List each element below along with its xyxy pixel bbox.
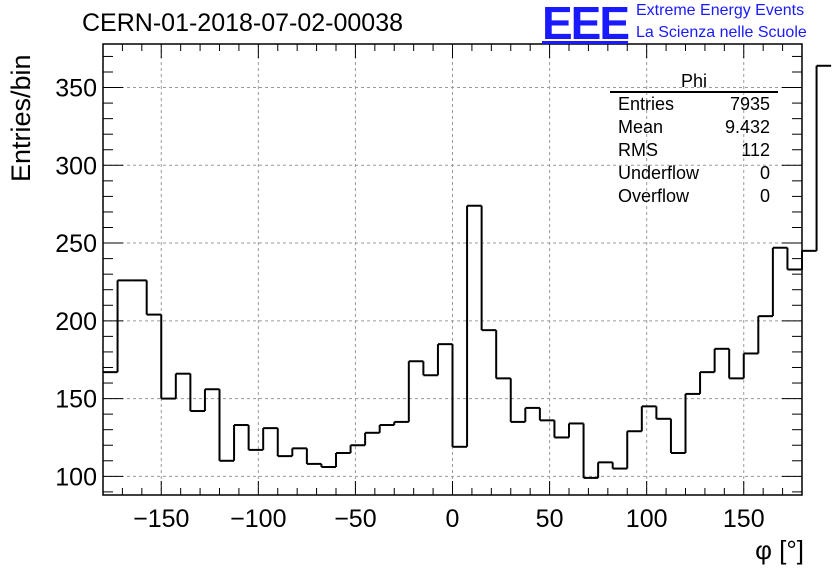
stats-row-mean: Mean 9.432 xyxy=(610,116,778,139)
stats-value: 7935 xyxy=(729,94,770,114)
eee-logo: EEE xyxy=(542,0,630,49)
stats-row-overflow: Overflow 0 xyxy=(610,185,778,208)
stats-row-rms: RMS 112 xyxy=(610,139,778,162)
stats-row-underflow: Underflow 0 xyxy=(610,162,778,185)
logo-subtitle-line2: La Scienza nelle Scuole xyxy=(636,24,807,41)
stats-label: Overflow xyxy=(618,186,690,206)
stats-value: 9.432 xyxy=(724,117,770,137)
x-tick-label: −50 xyxy=(334,505,376,533)
y-tick-label: 300 xyxy=(55,152,97,180)
histogram-series xyxy=(103,64,832,479)
x-tick-label: −150 xyxy=(133,505,189,533)
stats-label: Mean xyxy=(618,117,664,137)
y-axis-label: Entries/bin xyxy=(6,54,36,182)
stats-label: Entries xyxy=(618,94,675,114)
logo-subtitle-line1: Extreme Energy Events xyxy=(636,2,805,19)
stats-value: 0 xyxy=(759,163,770,183)
y-tick-label: 150 xyxy=(55,386,97,414)
x-tick-label: 50 xyxy=(536,505,564,533)
y-tick-label: 250 xyxy=(55,230,97,258)
run-title: CERN-01-2018-07-02-00038 xyxy=(82,9,404,37)
stats-row-entries: Entries 7935 xyxy=(610,93,778,116)
stats-label: RMS xyxy=(618,140,658,160)
x-tick-label: 0 xyxy=(446,505,460,533)
y-tick-label: 200 xyxy=(55,308,97,336)
tick-marks xyxy=(103,44,802,495)
x-tick-label: −100 xyxy=(230,505,286,533)
stats-title: Phi xyxy=(610,70,778,93)
x-tick-label: 150 xyxy=(723,505,765,533)
stats-value: 112 xyxy=(741,140,770,160)
stats-value: 0 xyxy=(759,186,770,206)
y-tick-label: 100 xyxy=(55,463,97,491)
stats-box: Phi Entries 7935 Mean 9.432 RMS 112 Unde… xyxy=(610,70,778,208)
x-tick-label: 100 xyxy=(626,505,668,533)
x-axis-label: φ [°] xyxy=(755,535,804,565)
tick-labels: −150 −100 −50 0 50 100 150 100 150 200 250 300 350 xyxy=(55,75,764,533)
y-tick-label: 350 xyxy=(55,75,97,103)
stats-label: Underflow xyxy=(618,163,700,183)
